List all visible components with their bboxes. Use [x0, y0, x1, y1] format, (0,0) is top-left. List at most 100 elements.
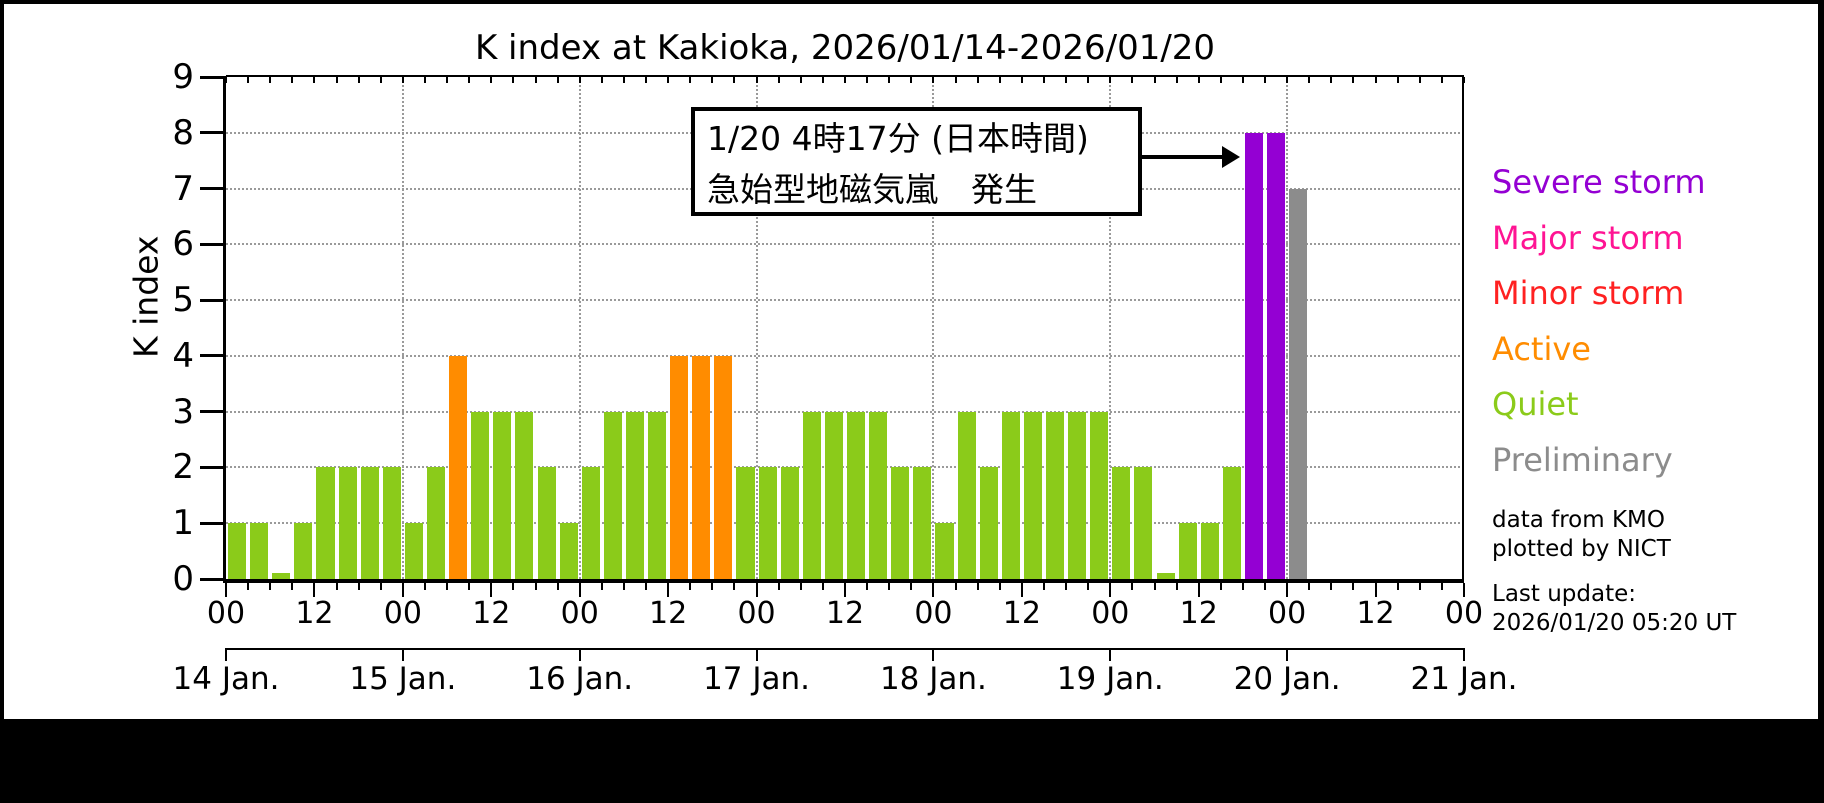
k-index-bar [736, 467, 755, 579]
x-tick-top [888, 77, 891, 83]
k-index-bar [404, 523, 423, 579]
x-tick [799, 583, 802, 590]
k-index-bar [891, 467, 910, 579]
x-tick-top [446, 77, 449, 83]
legend-item-quiet: Quiet [1492, 385, 1579, 424]
day-tick [401, 648, 404, 661]
hour-tick-label: 00 [1268, 596, 1307, 631]
k-index-bar [1222, 467, 1241, 579]
annotation-line-1: 1/20 4時17分 (日本時間) [707, 119, 1089, 158]
hour-tick-label: 00 [383, 596, 422, 631]
x-tick [888, 583, 891, 590]
x-tick [821, 583, 824, 590]
y-tick [200, 131, 226, 135]
k-index-bar [758, 467, 777, 579]
credit-text: data from KMO plotted by NICT [1492, 506, 1671, 565]
x-tick-top [1087, 77, 1090, 83]
x-tick-top [777, 77, 780, 83]
y-tick [200, 187, 226, 191]
right-spine [1462, 77, 1464, 579]
y-tick-label: 8 [172, 112, 194, 153]
x-tick-top [600, 77, 603, 83]
gridline-horizontal [226, 299, 1464, 302]
k-index-bar [1156, 573, 1175, 579]
x-tick [401, 583, 404, 597]
x-tick-top [1418, 77, 1421, 83]
x-tick [247, 583, 250, 590]
chart-panel: K index at Kakioka, 2026/01/14-2026/01/2… [4, 4, 1818, 719]
x-tick-top [534, 77, 537, 83]
x-tick [1042, 583, 1045, 590]
x-tick [866, 583, 869, 590]
x-tick [954, 583, 957, 590]
y-tick [200, 242, 226, 246]
x-tick-top [379, 77, 382, 83]
k-index-bar [250, 523, 269, 579]
hour-tick-label: 12 [1356, 596, 1395, 631]
x-tick-top [247, 77, 250, 83]
k-index-bar [824, 411, 843, 579]
x-tick [932, 583, 935, 597]
day-label: 21 Jan. [1410, 661, 1518, 697]
day-label: 20 Jan. [1233, 661, 1341, 697]
k-index-bar [1289, 188, 1308, 579]
day-tick [1109, 648, 1112, 661]
y-tick-label: 0 [172, 559, 194, 599]
hour-tick-label: 12 [1179, 596, 1218, 631]
k-index-bar [935, 523, 954, 579]
y-tick-label: 4 [172, 335, 194, 376]
x-tick [1065, 583, 1068, 590]
x-tick-top [1308, 77, 1311, 83]
k-index-bar [294, 523, 313, 579]
gridline-vertical [578, 77, 581, 579]
x-tick-top [1440, 77, 1443, 83]
credit-line-1: data from KMO [1492, 507, 1665, 533]
credit-line-2: plotted by NICT [1492, 536, 1671, 563]
hour-tick-label: 12 [295, 596, 334, 631]
day-label: 17 Jan. [703, 661, 811, 697]
gridline-vertical [755, 77, 758, 579]
x-tick [269, 583, 272, 590]
k-index-bar [603, 411, 622, 579]
x-tick [711, 583, 714, 590]
k-index-bar [493, 411, 512, 579]
x-tick-top [335, 77, 338, 83]
x-tick-top [733, 77, 736, 83]
x-tick-top [711, 77, 714, 83]
x-tick-top [1109, 77, 1112, 83]
k-index-bar [670, 355, 689, 579]
legend-item-minor-storm: Minor storm [1492, 274, 1685, 313]
last-update-value: 2026/01/20 05:20 UT [1492, 610, 1737, 637]
x-tick-top [401, 77, 404, 83]
x-tick-top [821, 77, 824, 83]
x-tick [1374, 583, 1377, 597]
x-tick-top [490, 77, 493, 83]
k-index-bar [1244, 132, 1264, 579]
gridline-vertical [1286, 77, 1289, 579]
legend-item-preliminary: Preliminary [1492, 441, 1673, 479]
gridline-horizontal [226, 410, 1464, 413]
x-tick [1396, 583, 1399, 590]
last-update-label: Last update: [1492, 581, 1637, 607]
x-tick-top [269, 77, 272, 83]
x-tick [468, 583, 471, 590]
x-tick-top [689, 77, 692, 83]
x-tick [1153, 583, 1156, 590]
x-tick [976, 583, 979, 590]
x-tick-top [866, 77, 869, 83]
x-tick [446, 583, 449, 590]
x-tick [910, 583, 913, 590]
day-label: 18 Jan. [879, 661, 987, 697]
legend-item-active: Active [1492, 329, 1591, 368]
x-tick-top [1175, 77, 1178, 83]
x-tick-top [1374, 77, 1377, 83]
x-tick [335, 583, 338, 590]
k-index-bar [1001, 411, 1020, 579]
gridline-horizontal [226, 466, 1464, 469]
x-tick-top [357, 77, 360, 83]
x-tick-top [1219, 77, 1222, 83]
x-tick-top [1264, 77, 1267, 83]
x-tick [755, 583, 758, 597]
annotation-box: 1/20 4時17分 (日本時間) 急始型地磁気嵐 発生 [691, 107, 1142, 216]
x-tick-top [1065, 77, 1068, 83]
